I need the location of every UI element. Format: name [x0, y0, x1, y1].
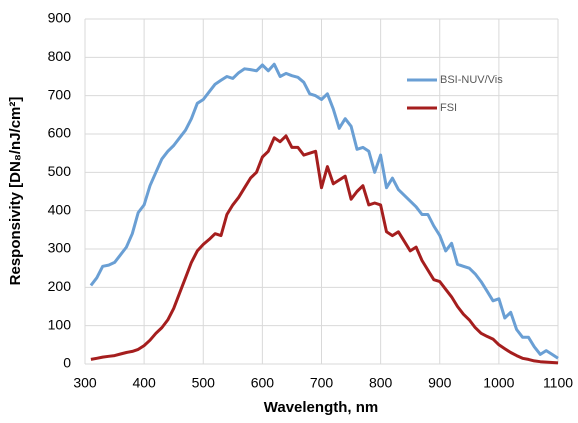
- x-tick-label: 1100: [543, 375, 573, 391]
- series-line: [90, 134, 559, 365]
- x-tick-label: 400: [132, 375, 156, 391]
- x-tick-label: 300: [73, 375, 97, 391]
- x-tick-label: 900: [428, 375, 452, 391]
- x-tick-label: 1000: [483, 375, 514, 391]
- y-tick-label: 100: [48, 316, 72, 332]
- series-line: [89, 62, 559, 360]
- y-tick-label: 800: [48, 48, 72, 64]
- y-tick-label: 900: [48, 10, 72, 26]
- x-tick-label: 700: [310, 375, 334, 391]
- x-tick-label: 500: [192, 375, 216, 391]
- y-tick-label: 400: [48, 201, 72, 217]
- legend-label: FSI: [440, 102, 457, 114]
- y-tick-label: 0: [63, 355, 71, 371]
- y-tick-label: 500: [48, 163, 72, 179]
- y-tick-label: 300: [48, 240, 72, 256]
- x-tick-label: 600: [251, 375, 275, 391]
- y-axis-title: Responsivity [DN₈/nJ/cm²]: [7, 97, 24, 286]
- x-tick-label: 800: [369, 375, 393, 391]
- y-tick-label: 200: [48, 278, 72, 294]
- y-tick-label: 700: [48, 86, 72, 102]
- x-axis-title: Wavelength, nm: [264, 399, 378, 416]
- y-tick-label: 600: [48, 125, 72, 141]
- legend-label: BSI-NUV/Vis: [440, 74, 503, 86]
